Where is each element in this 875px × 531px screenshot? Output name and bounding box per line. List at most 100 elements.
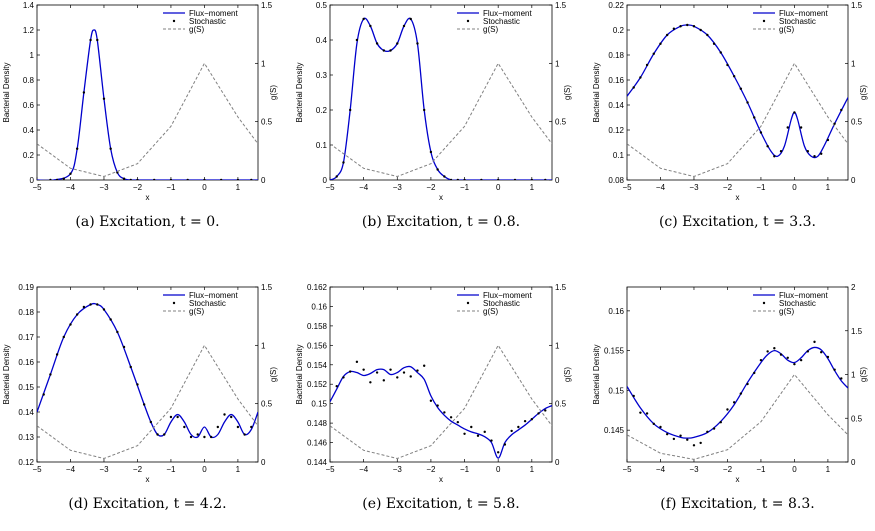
- stochastic-point: [396, 42, 399, 45]
- stochastic-point: [49, 178, 52, 180]
- x-tick-label: −3: [99, 465, 109, 474]
- x-tick-label: −1: [166, 183, 176, 192]
- stochastic-point: [726, 408, 729, 411]
- y2-tick-label: 0.5: [261, 118, 273, 127]
- legend-label: g(S): [189, 307, 204, 316]
- stochastic-point: [382, 49, 386, 52]
- y-tick-label: 0.8: [23, 76, 35, 85]
- stochastic-point: [196, 433, 199, 436]
- x-tick-label: 1: [236, 465, 241, 474]
- stochastic-point: [645, 412, 649, 415]
- stochastic-point: [833, 368, 836, 371]
- y-tick-label: 0: [323, 176, 328, 185]
- stochastic-point: [706, 33, 709, 37]
- y-tick-label: 0.6: [23, 101, 35, 110]
- x-tick-label: −2: [426, 465, 436, 474]
- stochastic-point: [820, 351, 823, 354]
- stochastic-point: [746, 101, 749, 104]
- stochastic-point: [443, 411, 446, 414]
- x-tick-label: −2: [723, 465, 733, 474]
- legend-label: g(S): [779, 25, 794, 34]
- legend-label: g(S): [483, 307, 498, 316]
- x-tick-label: 0: [496, 465, 501, 474]
- x-tick-label: −3: [393, 183, 403, 192]
- stochastic-point: [409, 375, 412, 378]
- stochastic-point: [169, 415, 173, 419]
- stochastic-point: [706, 430, 709, 433]
- stochastic-point: [375, 371, 379, 374]
- stochastic-point: [692, 444, 696, 447]
- stochastic-point: [766, 145, 769, 148]
- stochastic-point: [786, 356, 789, 359]
- stochastic-point: [806, 150, 810, 153]
- y-tick-label: 0.2: [316, 106, 328, 115]
- legend-label: Stochastic: [483, 299, 520, 308]
- y2-tick-label: 0: [851, 458, 856, 467]
- y-tick-label: 0.144: [307, 458, 328, 467]
- y2-tick-label: 1.5: [261, 283, 273, 292]
- chart-panel-6: −5 −4 −3 −2 −1 0 1 0.145 0.15 0.155 0.16 0 0.5 1 1.5 2 x…: [592, 283, 868, 512]
- stochastic-point: [513, 178, 517, 180]
- stochastic-point: [55, 178, 59, 180]
- y-tick-label: 0.15: [311, 400, 327, 409]
- x-tick-label: −2: [723, 183, 733, 192]
- stochastic-point: [156, 433, 159, 436]
- y-tick-label: 0.14: [608, 101, 624, 110]
- stochastic-point: [69, 172, 72, 175]
- stochastic-point: [632, 86, 635, 89]
- stochastic-point: [89, 38, 92, 42]
- y2-tick-label: 1.5: [555, 283, 567, 292]
- y-tick-label: 0.145: [604, 426, 625, 435]
- x-tick-label: −2: [133, 183, 143, 192]
- stochastic-point: [799, 126, 803, 129]
- stochastic-point: [786, 126, 789, 129]
- x-tick-label: −5: [32, 183, 42, 192]
- y-tick-label: 0.162: [307, 283, 328, 292]
- stochastic-point: [840, 108, 843, 112]
- y2-tick-label: 0: [261, 458, 266, 467]
- stochastic-point: [686, 438, 689, 441]
- x-tick-label: −5: [325, 183, 335, 192]
- x-tick-label: −4: [656, 183, 666, 192]
- x-axis-label: x: [146, 193, 150, 202]
- y-axis-label: Bacterial Density: [592, 62, 601, 122]
- x-tick-label: −4: [66, 183, 76, 192]
- y2-axis-label: g(S): [859, 367, 868, 382]
- y-tick-label: 1.2: [23, 26, 35, 35]
- x-axis-label: x: [439, 475, 443, 484]
- stochastic-point: [342, 161, 345, 164]
- stochastic-point: [719, 421, 722, 424]
- series-group: [627, 340, 848, 460]
- stochastic-point: [96, 38, 99, 42]
- stochastic-point: [517, 425, 520, 429]
- stochastic-point: [665, 33, 669, 37]
- y2-tick-label: 2: [851, 283, 856, 292]
- legend-label: Flux−moment: [483, 9, 532, 18]
- legend-label: g(S): [779, 307, 794, 316]
- flux-moment-line: [330, 365, 552, 459]
- stochastic-point: [665, 432, 669, 436]
- plot-frame: [329, 286, 553, 463]
- stochastic-point: [766, 350, 769, 353]
- stochastic-point: [375, 42, 379, 45]
- chart-panel-5: −5 −4 −3 −2 −1 0 1 0.144 0.146 0.148 0.15 0.152 0.15…: [295, 283, 572, 512]
- stochastic-point: [483, 430, 486, 434]
- stochastic-point: [429, 399, 433, 402]
- stochastic-point: [348, 108, 352, 112]
- stochastic-point: [348, 370, 352, 373]
- legend-swatch-stochastic: [172, 301, 176, 305]
- y-tick-label: 0.15: [608, 386, 624, 395]
- stochastic-point: [75, 313, 79, 316]
- stochastic-point: [82, 91, 86, 94]
- y-axis-label: Bacterial Density: [295, 62, 304, 122]
- stochastic-point: [449, 178, 453, 180]
- stochastic-point: [342, 376, 345, 379]
- x-tick-label: −1: [166, 465, 176, 474]
- stochastic-point: [429, 150, 433, 154]
- y-tick-label: 0.148: [307, 419, 328, 428]
- y-tick-label: 0.13: [18, 433, 34, 442]
- stochastic-point: [632, 394, 635, 398]
- y-tick-label: 0.2: [23, 151, 35, 160]
